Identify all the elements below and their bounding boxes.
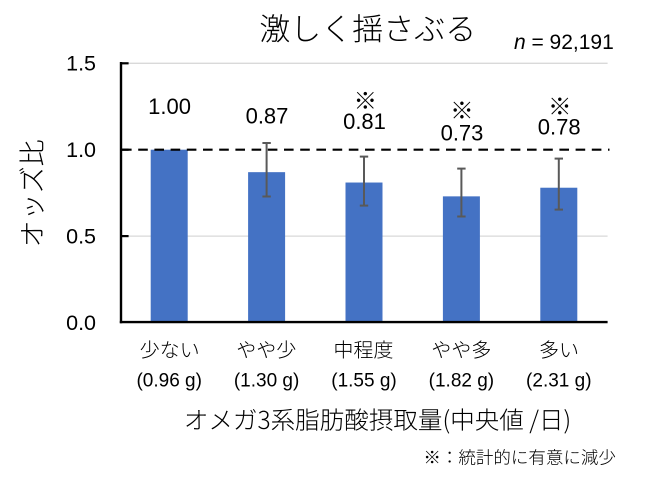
svg-text:0.5: 0.5 bbox=[66, 224, 96, 248]
svg-text:0.73: 0.73 bbox=[441, 120, 484, 145]
svg-text:1.00: 1.00 bbox=[148, 94, 191, 119]
svg-text:1.5: 1.5 bbox=[66, 52, 96, 76]
svg-text:(1.82 g): (1.82 g) bbox=[429, 370, 494, 391]
svg-text:0.87: 0.87 bbox=[246, 103, 289, 128]
svg-text:(2.31 g): (2.31 g) bbox=[526, 370, 591, 391]
svg-text:0.81: 0.81 bbox=[343, 109, 386, 134]
svg-text:0.0: 0.0 bbox=[66, 311, 96, 335]
svg-text:1.0: 1.0 bbox=[66, 138, 96, 162]
svg-text:(1.30 g): (1.30 g) bbox=[234, 370, 299, 391]
svg-text:(0.96 g): (0.96 g) bbox=[136, 370, 201, 391]
svg-text:n = 92,191: n = 92,191 bbox=[514, 31, 614, 54]
svg-text:(1.55 g): (1.55 g) bbox=[331, 370, 396, 391]
svg-text:0.78: 0.78 bbox=[538, 115, 581, 140]
